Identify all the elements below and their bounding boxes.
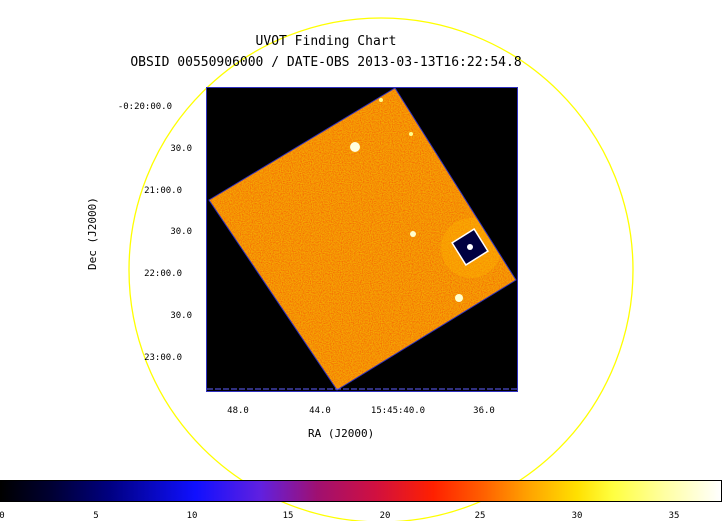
star — [350, 142, 360, 152]
dec-tick-label: 22:00.0 — [144, 269, 182, 279]
colorbar-tick-label: 5 — [93, 511, 99, 521]
dec-tick-label: 30.0 — [170, 311, 192, 321]
chart-title: UVOT Finding Chart — [255, 34, 397, 49]
exposure-edge — [208, 88, 517, 391]
colorbar-tick-label: 10 — [186, 511, 198, 521]
colorbar-tick-label: 35 — [668, 511, 680, 521]
dec-tick-label: 30.0 — [170, 144, 192, 154]
chart-subtitle: OBSID 00550906000 / DATE-OBS 2013-03-13T… — [130, 55, 522, 70]
colorbar-tick-label: 25 — [474, 511, 486, 521]
target-source — [467, 244, 473, 250]
star — [409, 132, 413, 136]
target-box — [451, 228, 489, 266]
ra-tick-label: 15:45:40.0 — [370, 406, 426, 416]
ra-tick-label: 44.0 — [309, 406, 331, 416]
star — [379, 98, 383, 102]
sky-image-frame — [206, 87, 518, 392]
dec-tick-label: 21:00.0 — [144, 186, 182, 196]
colorbar-tick-label: 15 — [282, 511, 294, 521]
star — [410, 231, 416, 237]
dec-tick-label: 23:00.0 — [144, 353, 182, 363]
ra-tick-label: 36.0 — [473, 406, 495, 416]
colorbar-tick-label: 30 — [571, 511, 583, 521]
x-axis-label: RA (J2000) — [308, 427, 375, 440]
sky-image — [207, 88, 517, 391]
star — [455, 294, 463, 302]
ra-tick-label: 48.0 — [227, 406, 249, 416]
dec-tick-label: -0:20:00.0 — [117, 102, 172, 112]
colorbar-tick-label: 20 — [379, 511, 391, 521]
y-axis-label: Dec (J2000) — [86, 197, 99, 270]
colorbar — [0, 480, 722, 502]
colorbar-tick-label: 0 — [0, 511, 5, 521]
dec-tick-label: 30.0 — [170, 227, 192, 237]
